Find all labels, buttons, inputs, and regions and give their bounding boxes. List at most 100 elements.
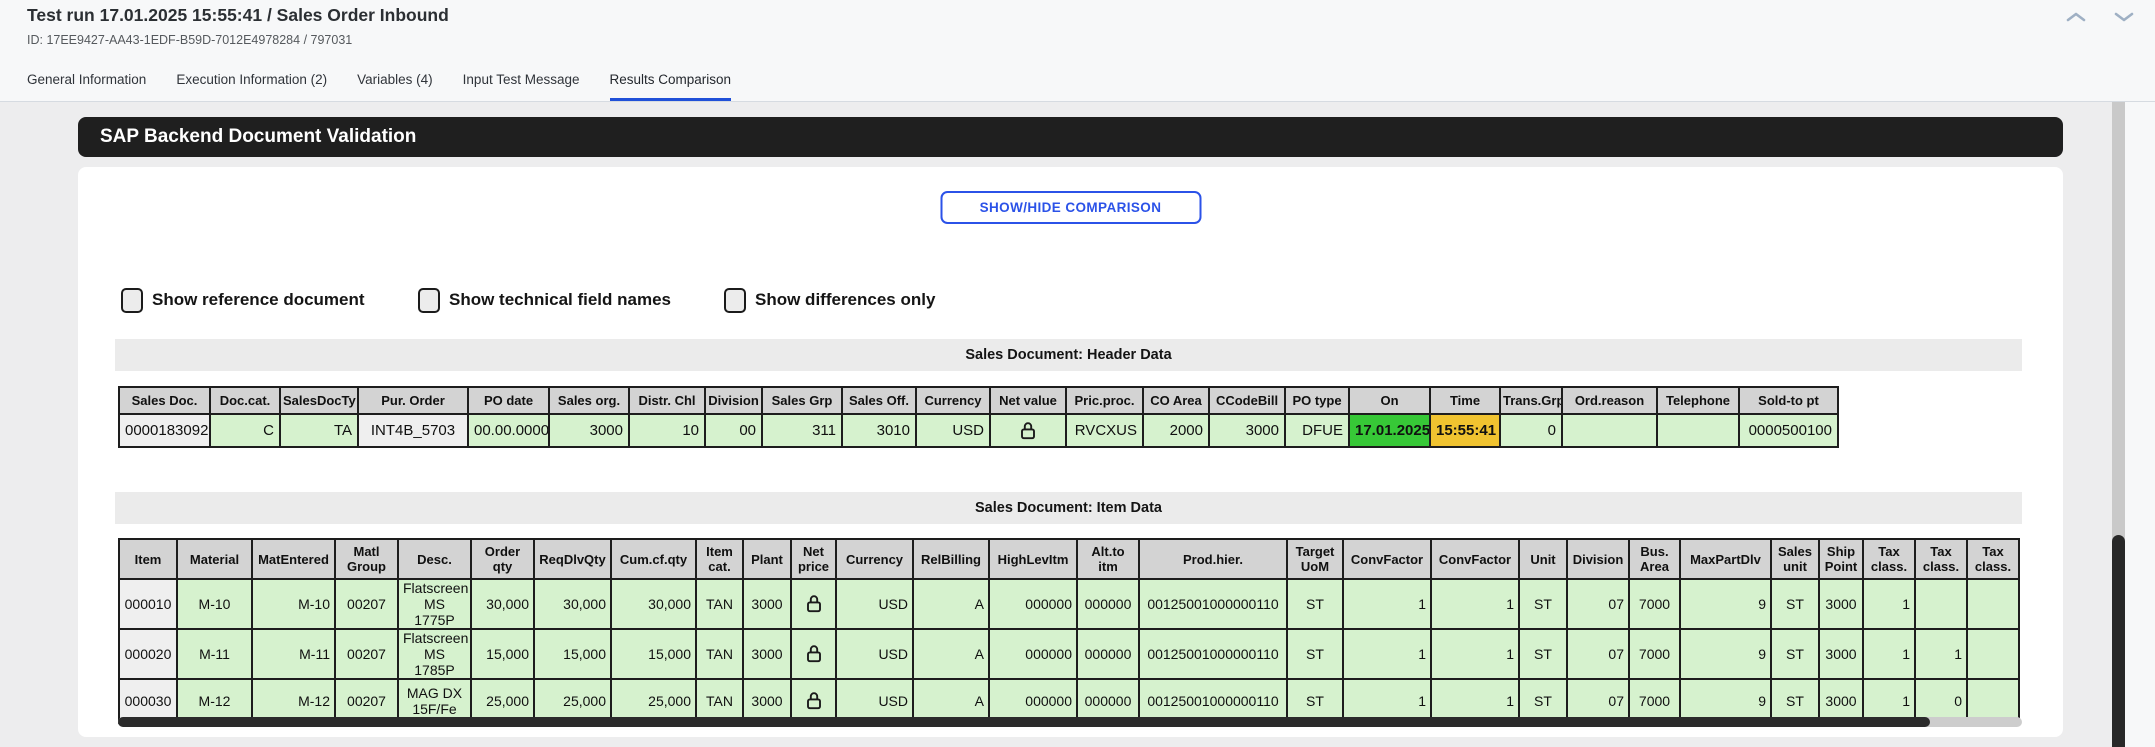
telephone-value bbox=[1656, 413, 1740, 448]
col-header-salesdocty: SalesDocTy bbox=[279, 386, 359, 415]
prod-hier-value: 00125001000000110 bbox=[1138, 628, 1288, 680]
ord-reason-value bbox=[1561, 413, 1658, 448]
chevron-up-icon bbox=[2066, 12, 2086, 22]
reqdlvqty-value: 25,000 bbox=[533, 678, 612, 724]
validation-section-header: SAP Backend Document Validation bbox=[78, 117, 2063, 157]
tax-class-value bbox=[1914, 578, 1968, 630]
col-header-doc-cat: Doc.cat. bbox=[209, 386, 281, 415]
sales-org-value: 3000 bbox=[548, 413, 630, 448]
highlevitm-value: 000000 bbox=[988, 578, 1078, 630]
doc-cat-value: C bbox=[209, 413, 281, 448]
col-header-reqdlvqty: ReqDlvQty bbox=[533, 538, 612, 580]
col-header-tax-class: Tax class. bbox=[1966, 538, 2020, 580]
col-header-item-cat: Item cat. bbox=[695, 538, 744, 580]
item-data-row-2: 000020 M-11 M-11 00207 Flatscreen MS 1785P 15… bbox=[118, 628, 2020, 680]
tab-general-information[interactable]: General Information bbox=[27, 72, 147, 87]
col-header-tax-class: Tax class. bbox=[1914, 538, 1968, 580]
item-cat-value: TAN bbox=[695, 678, 744, 724]
item-data-table: Item Material MatEntered Matl Group Desc. Ord… bbox=[118, 538, 2020, 724]
desc-value: MAG DX 15F/Fe bbox=[397, 678, 472, 724]
tab-variables-4[interactable]: Variables (4) bbox=[357, 72, 433, 87]
sales-unit-value: ST bbox=[1770, 628, 1820, 680]
order-qty-value: 25,000 bbox=[470, 678, 535, 724]
cum-cf-qty-value: 30,000 bbox=[610, 578, 697, 630]
filter-show-reference-document: Show reference document bbox=[121, 287, 365, 313]
on-value: 17.01.2025 bbox=[1348, 413, 1431, 448]
item-value: 000030 bbox=[118, 678, 178, 724]
cum-cf-qty-value: 25,000 bbox=[610, 678, 697, 724]
maxpartdlv-value: 9 bbox=[1679, 628, 1772, 680]
net-value-value bbox=[989, 413, 1067, 448]
nav-up-button[interactable] bbox=[2063, 6, 2089, 28]
maxpartdlv-value: 9 bbox=[1679, 678, 1772, 724]
header-data-header-row: Sales Doc. Doc.cat. SalesDocTy Pur. Order PO… bbox=[118, 386, 1839, 415]
desc-value: Flatscreen MS 1785P bbox=[397, 628, 472, 680]
col-header-unit: Unit bbox=[1518, 538, 1568, 580]
horizontal-scrollbar-thumb[interactable] bbox=[118, 717, 1930, 727]
col-header-sold-to-pt: Sold-to pt bbox=[1738, 386, 1839, 415]
col-header-matl-group: Matl Group bbox=[334, 538, 399, 580]
col-header-maxpartdlv: MaxPartDlv bbox=[1679, 538, 1772, 580]
tax-class-value: 0 bbox=[1914, 678, 1968, 724]
division-value: 07 bbox=[1566, 578, 1630, 630]
show-reference-document-checkbox[interactable] bbox=[121, 287, 143, 313]
matentered-value: M-11 bbox=[251, 628, 336, 680]
tax-class-value: 1 bbox=[1862, 628, 1916, 680]
col-header-currency: Currency bbox=[915, 386, 991, 415]
convfactor-value: 1 bbox=[1430, 628, 1520, 680]
po-type-value: DFUE bbox=[1284, 413, 1350, 448]
filter-show-differences-only: Show differences only bbox=[724, 287, 935, 313]
col-header-time: Time bbox=[1429, 386, 1501, 415]
currency-value: USD bbox=[835, 628, 914, 680]
tax-class-value bbox=[1966, 678, 2020, 724]
ship-point-value: 3000 bbox=[1818, 628, 1864, 680]
nav-down-button[interactable] bbox=[2111, 6, 2137, 28]
tax-class-value: 1 bbox=[1914, 628, 1968, 680]
col-value bbox=[2018, 678, 2020, 724]
net-price-value bbox=[790, 578, 837, 630]
lock-icon bbox=[1021, 421, 1035, 439]
ship-point-value: 3000 bbox=[1818, 678, 1864, 724]
item-data-header-row: Item Material MatEntered Matl Group Desc. Ord… bbox=[118, 538, 2020, 580]
tab-input-test-message[interactable]: Input Test Message bbox=[462, 72, 580, 87]
col-header-on: On bbox=[1348, 386, 1431, 415]
col-header-currency: Currency bbox=[835, 538, 914, 580]
col-header-po-type: PO type bbox=[1284, 386, 1350, 415]
show-technical-field-names-checkbox[interactable] bbox=[418, 287, 440, 313]
col-value bbox=[2018, 578, 2020, 630]
target-uom-value: ST bbox=[1286, 678, 1344, 724]
target-uom-value: ST bbox=[1286, 578, 1344, 630]
item-data-table-wrapper: Item Material MatEntered Matl Group Desc. Ord… bbox=[118, 538, 2020, 724]
trans-grp-value: 0 bbox=[1499, 413, 1563, 448]
time-value: 15:55:41 bbox=[1429, 413, 1501, 448]
highlevitm-value: 000000 bbox=[988, 678, 1078, 724]
filter-label: Show differences only bbox=[755, 290, 936, 309]
col-header-cum-cf-qty: Cum.cf.qty bbox=[610, 538, 697, 580]
item-cat-value: TAN bbox=[695, 628, 744, 680]
vertical-scrollbar-thumb[interactable] bbox=[2112, 535, 2125, 747]
tab-results-comparison[interactable]: Results Comparison bbox=[609, 72, 732, 101]
convfactor-value: 1 bbox=[1342, 628, 1432, 680]
col-header-division: Division bbox=[704, 386, 763, 415]
material-value: M-11 bbox=[176, 628, 253, 680]
tab-execution-information-2[interactable]: Execution Information (2) bbox=[176, 72, 328, 87]
col-value bbox=[2018, 628, 2020, 680]
col-header-relbilling: RelBilling bbox=[912, 538, 990, 580]
plant-value: 3000 bbox=[742, 578, 792, 630]
reqdlvqty-value: 30,000 bbox=[533, 578, 612, 630]
col-header-ccodebill: CCodeBill bbox=[1208, 386, 1286, 415]
target-uom-value: ST bbox=[1286, 628, 1344, 680]
show-differences-only-checkbox[interactable] bbox=[724, 287, 746, 313]
bus-area-value: 7000 bbox=[1628, 678, 1681, 724]
show-hide-comparison-button[interactable]: SHOW/HIDE COMPARISON bbox=[940, 191, 1201, 224]
salesdocty-value: TA bbox=[279, 413, 359, 448]
matentered-value: M-12 bbox=[251, 678, 336, 724]
distr-chl-value: 10 bbox=[628, 413, 706, 448]
relbilling-value: A bbox=[912, 578, 990, 630]
tax-class-value: 1 bbox=[1862, 578, 1916, 630]
col-header-desc: Desc. bbox=[397, 538, 472, 580]
matentered-value: M-10 bbox=[251, 578, 336, 630]
unit-value: ST bbox=[1518, 678, 1568, 724]
test-run-id: ID: 17EE9427-AA43-1EDF-B59D-7012E4978284… bbox=[27, 33, 353, 47]
horizontal-scrollbar-track[interactable] bbox=[118, 717, 2022, 727]
